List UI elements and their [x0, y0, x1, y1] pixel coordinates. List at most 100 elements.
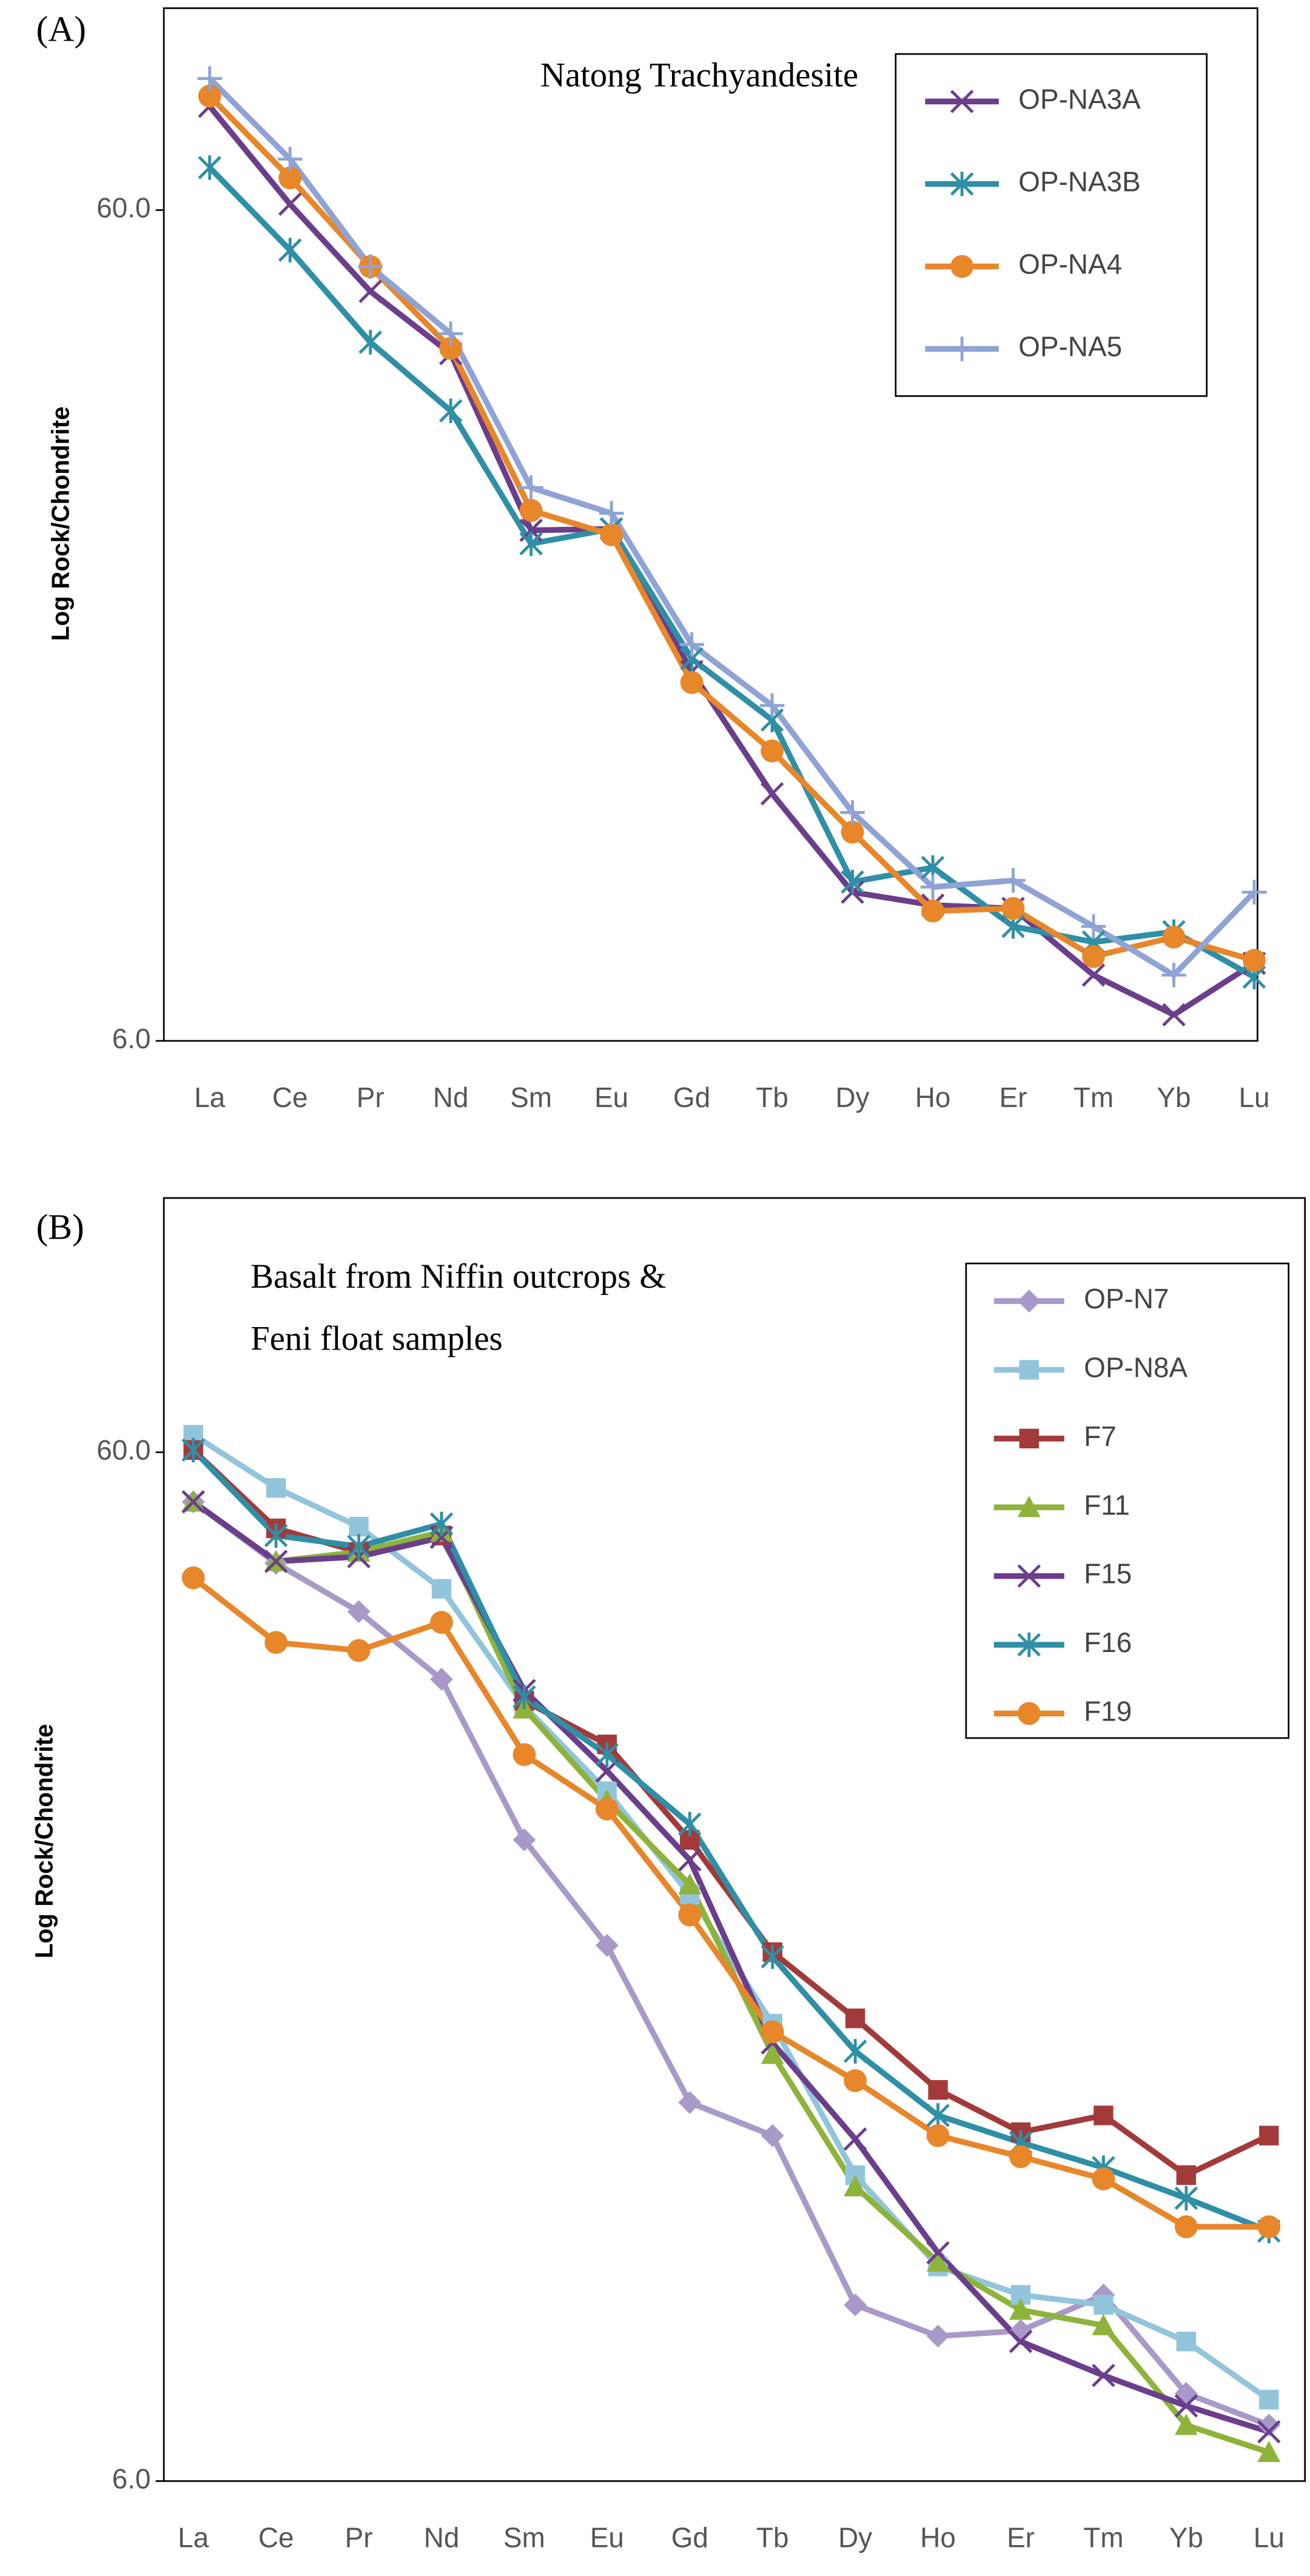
x-tick-label: Gd [673, 1082, 710, 1113]
marker [429, 1511, 454, 1537]
marker [1174, 2215, 1198, 2238]
x-tick-label: Nd [424, 2522, 460, 2554]
marker [1176, 2332, 1197, 2352]
legend-marker [1019, 1428, 1040, 1449]
marker [844, 2293, 867, 2317]
marker [277, 147, 303, 172]
y-tick-label: 6.0 [112, 2463, 151, 2495]
x-tick-label: Eu [590, 2522, 624, 2554]
x-tick-label: Yb [1157, 1082, 1191, 1113]
marker [595, 1742, 619, 1767]
marker [430, 1667, 453, 1691]
marker [928, 2080, 948, 2100]
marker [1257, 2440, 1281, 2463]
marker [678, 1848, 702, 1872]
marker [595, 1759, 619, 1783]
marker [680, 671, 704, 694]
x-tick-label: Er [1007, 2522, 1035, 2554]
marker [1009, 2319, 1032, 2343]
marker [678, 1873, 702, 1895]
x-tick-label: Sm [510, 1082, 552, 1113]
marker [358, 279, 382, 303]
marker [1009, 2145, 1032, 2169]
marker [264, 1550, 288, 1573]
plot-frame [163, 7, 1258, 1042]
marker [841, 820, 864, 844]
marker [599, 501, 624, 526]
legend-label: OP-N8A [1084, 1352, 1187, 1383]
x-tick-label: Ho [920, 2522, 956, 2554]
marker [760, 782, 784, 806]
marker [600, 523, 623, 546]
legend-label: F11 [1084, 1489, 1130, 1521]
marker [197, 66, 222, 91]
legend-marker [1017, 1496, 1041, 1517]
marker [198, 155, 222, 180]
marker [181, 1437, 206, 1463]
plot-frame [163, 1197, 1306, 2482]
x-tick-label: La [178, 2522, 209, 2554]
marker [926, 2250, 950, 2272]
marker [431, 1579, 452, 1599]
x-tick-label: Ce [258, 2522, 294, 2554]
marker [926, 2124, 950, 2147]
marker [349, 1516, 369, 1537]
marker [1092, 2167, 1115, 2190]
x-tick-label: Ho [915, 1082, 951, 1113]
marker [347, 1639, 371, 1662]
marker [679, 632, 704, 657]
legend-marker [950, 172, 974, 196]
marker [1174, 2186, 1198, 2211]
chart-title: Feni float samples [250, 1320, 503, 1358]
legend-marker [950, 255, 974, 278]
marker [841, 869, 864, 895]
x-tick-label: La [194, 1082, 226, 1113]
x-tick-label: Lu [1254, 2522, 1285, 2554]
marker [1257, 2420, 1281, 2444]
marker [595, 1798, 619, 1821]
marker [1241, 880, 1267, 905]
series-line [191, 1499, 1270, 2435]
marker [761, 2042, 784, 2064]
marker [595, 1933, 619, 1957]
legend-marker [1019, 1360, 1040, 1380]
x-tick-label: Yb [1169, 2522, 1203, 2554]
marker [845, 2009, 865, 2029]
marker [926, 2103, 950, 2128]
x-tick-label: Eu [594, 1082, 628, 1113]
marker [1092, 2363, 1115, 2387]
x-tick-label: Tb [756, 2522, 789, 2554]
chart-panel: (B) Basalt from Niffin outcrops & Feni flo… [30, 1197, 1306, 2554]
legend-label: F16 [1084, 1627, 1132, 1658]
y-tick-label: 60.0 [96, 192, 150, 224]
chart-title: Basalt from Niffin outcrops & [250, 1257, 666, 1296]
marker [1093, 2295, 1114, 2315]
marker [921, 899, 944, 923]
marker [1001, 868, 1026, 893]
legend-label: OP-NA3B [1018, 166, 1140, 198]
marker [512, 1828, 536, 1852]
series-line [191, 1448, 1271, 2234]
legend-label: F15 [1084, 1558, 1132, 1590]
marker [1174, 2414, 1198, 2435]
x-tick-label: Gd [671, 2522, 708, 2554]
marker [512, 1743, 536, 1767]
legend-label: OP-NA5 [1018, 331, 1122, 363]
marker [761, 739, 784, 763]
marker [347, 1534, 371, 1559]
legend-label: F19 [1084, 1695, 1132, 1727]
marker [1259, 2389, 1279, 2410]
marker [678, 1812, 702, 1837]
series-line [207, 166, 1256, 980]
marker [844, 2175, 867, 2196]
marker [358, 330, 382, 355]
marker [1081, 963, 1106, 987]
legend-marker [1017, 1632, 1041, 1658]
y-tick-label: 6.0 [112, 1023, 151, 1054]
legend-marker [949, 336, 975, 361]
marker [1082, 945, 1105, 968]
marker [1162, 925, 1186, 949]
x-tick-label: Tb [756, 1082, 788, 1113]
marker [840, 800, 865, 825]
